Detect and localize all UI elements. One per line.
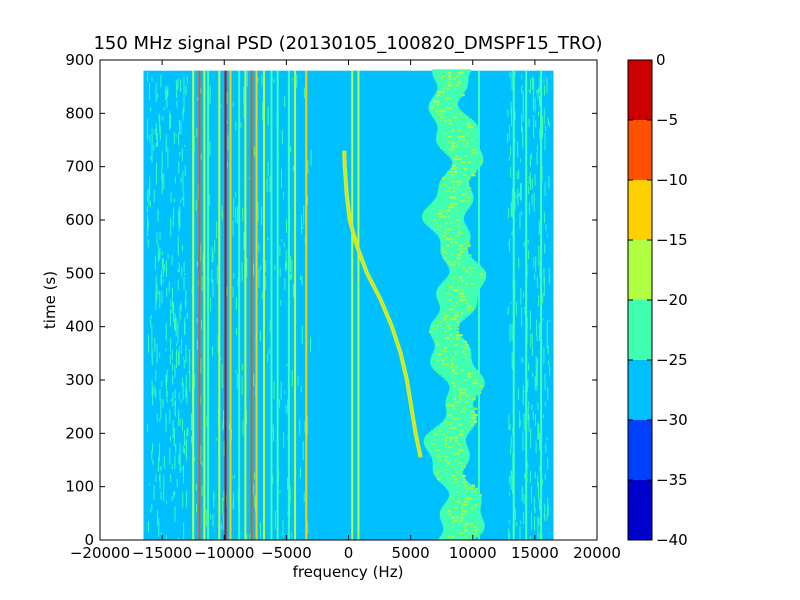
colorbar-segment [628,300,652,360]
colorbar-segment [628,360,652,420]
y-tick-label: 800 [65,104,94,122]
y-axis-label: time (s) [41,271,59,329]
x-axis-label: frequency (Hz) [293,563,404,581]
colorbar-tick-label: −40 [656,531,688,549]
x-tick-label: 10000 [449,544,497,562]
y-tick-label: 200 [65,424,94,442]
colorbar-tick-label: −5 [656,111,678,129]
colorbar: 0 −5 −10 −15 −20 −25 −30 −35 −40 [627,51,688,549]
x-tick-label: −15000 [132,544,192,562]
x-axis: −20000 −15000 −10000 −5000 0 5000 10000 15000 20… [70,60,621,562]
chart-title: 150 MHz signal PSD (20130105_100820_DMSP… [93,33,602,54]
y-tick-label: 500 [65,264,94,282]
colorbar-segment [628,180,652,240]
scintillation-peaks [429,71,483,540]
noise-band-0 [146,71,188,540]
heatmap-background [143,70,554,540]
x-tick-label: 5000 [392,544,430,562]
colorbar-segment [628,60,652,120]
y-tick-label: 0 [84,531,94,549]
x-tick-label: 15000 [511,544,559,562]
y-tick-label: 700 [65,158,94,176]
doppler-trace [343,150,422,458]
colorbar-segment [628,120,652,180]
colorbar-tick-label: 0 [656,51,666,69]
y-tick-label: 300 [65,371,94,389]
y-tick-label: 900 [65,51,94,69]
y-tick-label: 100 [65,478,94,496]
x-tick-label: 20000 [573,544,621,562]
colorbar-segment [628,240,652,300]
colorbar-tick-label: −15 [656,231,688,249]
x-tick-label: −5000 [261,544,312,562]
x-tick-label: −20000 [70,544,130,562]
y-axis: 0 100 200 300 400 500 600 700 800 900 [65,51,597,549]
y-tick-label: 600 [65,211,94,229]
colorbar-segment [628,420,652,480]
scintillation-band [422,69,487,540]
colorbar-tick-label: −30 [656,411,688,429]
x-tick-label: −10000 [194,544,254,562]
colorbar-tick-label: −25 [656,351,688,369]
colorbar-tick-label: −35 [656,471,688,489]
y-tick-label: 400 [65,318,94,336]
colorbar-tick-label: −20 [656,291,688,309]
colorbar-tick-label: −10 [656,171,688,189]
heatmap [143,69,554,540]
x-tick-label: 0 [344,544,354,562]
colorbar-segment [628,480,652,540]
